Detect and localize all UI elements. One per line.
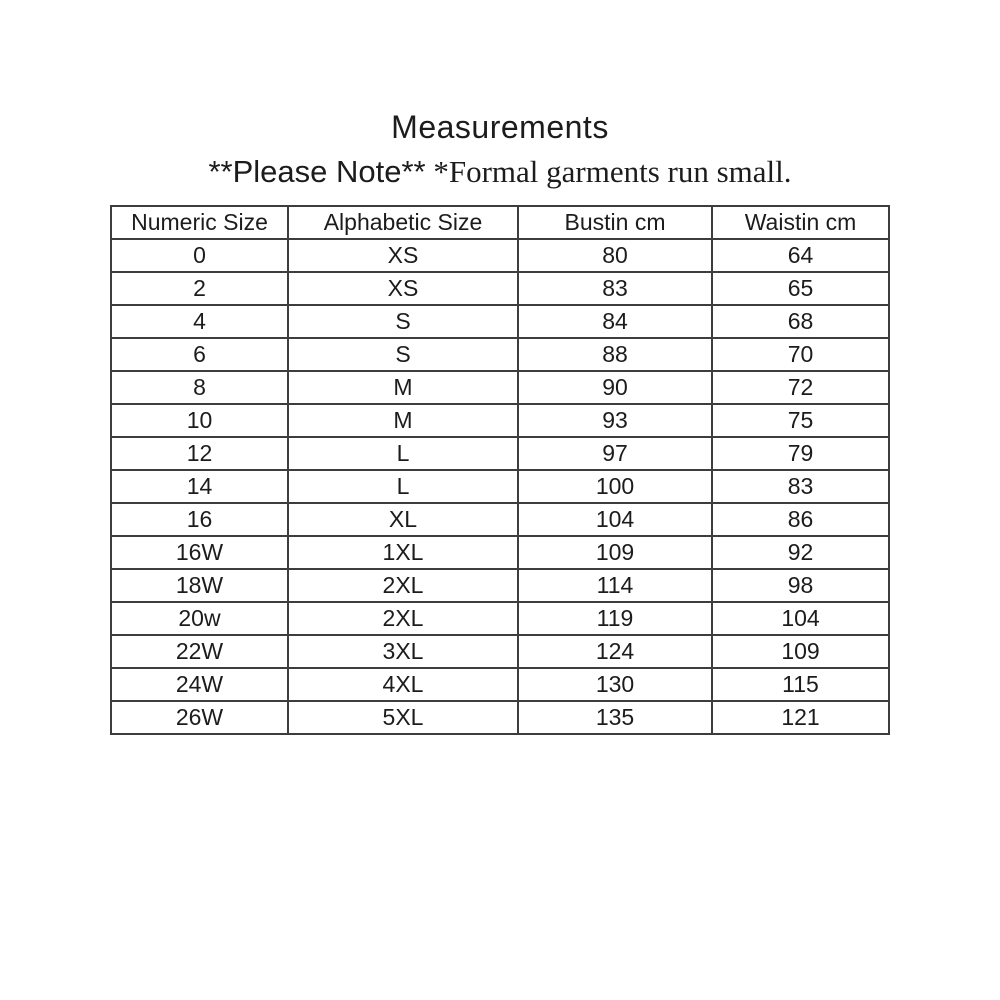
table-row: 16W 1XL 109 92	[110, 535, 890, 571]
table-cell: 26W	[110, 700, 289, 736]
table-cell: 83	[517, 271, 713, 307]
table-cell: 115	[711, 667, 890, 703]
table-cell: 119	[517, 601, 713, 637]
table-cell: 24W	[110, 667, 289, 703]
table-cell: 114	[517, 568, 713, 604]
table-cell: 92	[711, 535, 890, 571]
table-cell: 20w	[110, 601, 289, 637]
table-cell: 2XL	[287, 601, 519, 637]
table-cell: 3XL	[287, 634, 519, 670]
table-header-cell-numeric-size: Numeric Size	[110, 205, 289, 241]
table-cell: 65	[711, 271, 890, 307]
table-cell: 104	[517, 502, 713, 538]
table-cell: 10	[110, 403, 289, 439]
table-header-cell-bust: Bustin cm	[517, 205, 713, 241]
table-row: 26W 5XL 135 121	[110, 700, 890, 736]
table-cell: 2XL	[287, 568, 519, 604]
table-cell: 5XL	[287, 700, 519, 736]
table-cell: 14	[110, 469, 289, 505]
table-row: 20w 2XL 119 104	[110, 601, 890, 637]
table-cell: 16	[110, 502, 289, 538]
table-cell: 0	[110, 238, 289, 274]
table-cell: 109	[517, 535, 713, 571]
table-cell: M	[287, 403, 519, 439]
table-cell: S	[287, 304, 519, 340]
table-row: 0 XS 80 64	[110, 238, 890, 274]
table-row: 24W 4XL 130 115	[110, 667, 890, 703]
table-cell: 4	[110, 304, 289, 340]
table-row: 12 L 97 79	[110, 436, 890, 472]
table-cell: 80	[517, 238, 713, 274]
table-cell: 70	[711, 337, 890, 373]
table-cell: 109	[711, 634, 890, 670]
table-row: 10 M 93 75	[110, 403, 890, 439]
table-cell: 104	[711, 601, 890, 637]
table-header-cell-alphabetic-size: Alphabetic Size	[287, 205, 519, 241]
table-cell: 100	[517, 469, 713, 505]
table-row: 16 XL 104 86	[110, 502, 890, 538]
table-cell: 22W	[110, 634, 289, 670]
table-cell: 135	[517, 700, 713, 736]
table-row: 8 M 90 72	[110, 370, 890, 406]
table-header-cell-waist: Waistin cm	[711, 205, 890, 241]
table-cell: 75	[711, 403, 890, 439]
table-cell: 4XL	[287, 667, 519, 703]
note-text: *Formal garments run small.	[425, 154, 792, 190]
table-cell: 12	[110, 436, 289, 472]
table-cell: XS	[287, 271, 519, 307]
table-cell: M	[287, 370, 519, 406]
table-cell: 124	[517, 634, 713, 670]
table-cell: 83	[711, 469, 890, 505]
measurements-table: Numeric Size Alphabetic Size Bustin cm W…	[110, 205, 890, 736]
table-cell: 16W	[110, 535, 289, 571]
table-cell: XL	[287, 502, 519, 538]
table-cell: S	[287, 337, 519, 373]
table-row: 18W 2XL 114 98	[110, 568, 890, 604]
table-cell: 97	[517, 436, 713, 472]
table-cell: 88	[517, 337, 713, 373]
table-cell: 2	[110, 271, 289, 307]
table-cell: 68	[711, 304, 890, 340]
table-cell: 98	[711, 568, 890, 604]
table-row: 6 S 88 70	[110, 337, 890, 373]
table-cell: 72	[711, 370, 890, 406]
table-row: 2 XS 83 65	[110, 271, 890, 307]
page-title: Measurements	[391, 109, 609, 145]
note-emphasis: **Please Note**	[208, 154, 426, 190]
table-row: 14 L 100 83	[110, 469, 890, 505]
table-cell: 1XL	[287, 535, 519, 571]
table-cell: XS	[287, 238, 519, 274]
table-cell: L	[287, 469, 519, 505]
table-row: 4 S 84 68	[110, 304, 890, 340]
table-cell: 86	[711, 502, 890, 538]
table-cell: 93	[517, 403, 713, 439]
table-cell: 121	[711, 700, 890, 736]
table-cell: 6	[110, 337, 289, 373]
table-cell: 84	[517, 304, 713, 340]
table-cell: 8	[110, 370, 289, 406]
table-cell: 64	[711, 238, 890, 274]
table-cell: 18W	[110, 568, 289, 604]
table-row: 22W 3XL 124 109	[110, 634, 890, 670]
table-header-row: Numeric Size Alphabetic Size Bustin cm W…	[110, 205, 890, 241]
table-cell: 90	[517, 370, 713, 406]
table-cell: L	[287, 436, 519, 472]
table-cell: 79	[711, 436, 890, 472]
table-cell: 130	[517, 667, 713, 703]
note: **Please Note** *Formal garments run sma…	[0, 153, 1000, 192]
